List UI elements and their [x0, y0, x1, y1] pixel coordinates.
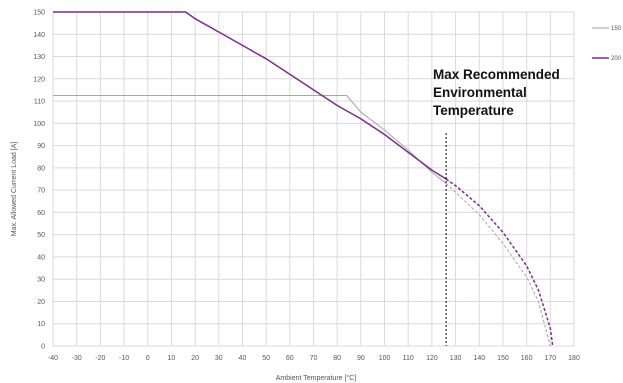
- x-tick-label: 120: [426, 355, 438, 362]
- x-tick-label: -10: [119, 355, 129, 362]
- series-200-dashed-line: [445, 178, 554, 347]
- y-tick-label: 40: [37, 254, 45, 261]
- gridlines: [52, 11, 575, 347]
- x-tick-label: 160: [521, 355, 533, 362]
- series-lines: [53, 11, 554, 347]
- x-tick-label: 20: [191, 355, 199, 362]
- x-tick-label: -40: [48, 355, 58, 362]
- y-axis-title: Max. Allowed Current Load [A]: [11, 142, 18, 237]
- y-tick-label: 20: [37, 299, 45, 306]
- legend: 150 200: [592, 26, 622, 62]
- y-tick-label: 150: [33, 10, 45, 17]
- x-tick-label: 80: [333, 355, 341, 362]
- x-tick-label: 110: [403, 355, 414, 362]
- x-tick-label: 90: [357, 355, 365, 362]
- x-tick-labels: -40 -30 -20 -10 0 10 20 30 40 50 60 70 80 90 100 110 120…: [48, 355, 580, 362]
- x-tick-label: 0: [146, 355, 150, 362]
- y-tick-label: 130: [33, 54, 45, 61]
- x-tick-label: 150: [497, 355, 509, 362]
- y-tick-label: 120: [33, 76, 45, 83]
- y-tick-label: 0: [41, 344, 45, 351]
- annotation-line-1: Max Recommended: [433, 67, 560, 82]
- series-200-line: [53, 11, 447, 180]
- y-tick-label: 60: [37, 210, 45, 217]
- y-tick-label: 30: [37, 277, 45, 284]
- y-tick-label: 140: [33, 32, 45, 39]
- x-tick-label: 60: [286, 355, 294, 362]
- y-tick-labels: 0 10 20 30 40 50 60 70 80 90 100 110 120 130 140 150: [33, 10, 45, 351]
- x-tick-label: 10: [168, 355, 176, 362]
- legend-label-200: 200: [611, 56, 622, 62]
- x-tick-label: 130: [450, 355, 462, 362]
- x-tick-label: -30: [72, 355, 82, 362]
- y-tick-label: 80: [37, 165, 45, 172]
- annotation-line-3: Temperature: [433, 103, 514, 118]
- x-tick-label: 50: [262, 355, 270, 362]
- y-tick-label: 50: [37, 232, 45, 239]
- y-tick-label: 110: [34, 99, 45, 106]
- x-tick-label: 40: [239, 355, 247, 362]
- series-150-dashed-line: [445, 183, 551, 347]
- x-tick-label: -20: [95, 355, 105, 362]
- x-axis-title: Ambient Temperature [°C]: [276, 374, 357, 382]
- x-tick-label: 30: [215, 355, 223, 362]
- x-tick-label: 140: [473, 355, 485, 362]
- x-tick-label: 100: [379, 355, 391, 362]
- legend-label-150: 150: [611, 26, 622, 32]
- y-tick-label: 10: [37, 321, 45, 328]
- annotation-line-2: Environmental: [433, 85, 527, 100]
- x-tick-label: 170: [544, 355, 556, 362]
- y-tick-label: 100: [33, 121, 45, 128]
- y-tick-label: 70: [37, 188, 45, 195]
- series-150-line: [53, 95, 447, 184]
- x-tick-label: 180: [568, 355, 580, 362]
- y-tick-label: 90: [37, 143, 45, 150]
- x-tick-label: 70: [310, 355, 318, 362]
